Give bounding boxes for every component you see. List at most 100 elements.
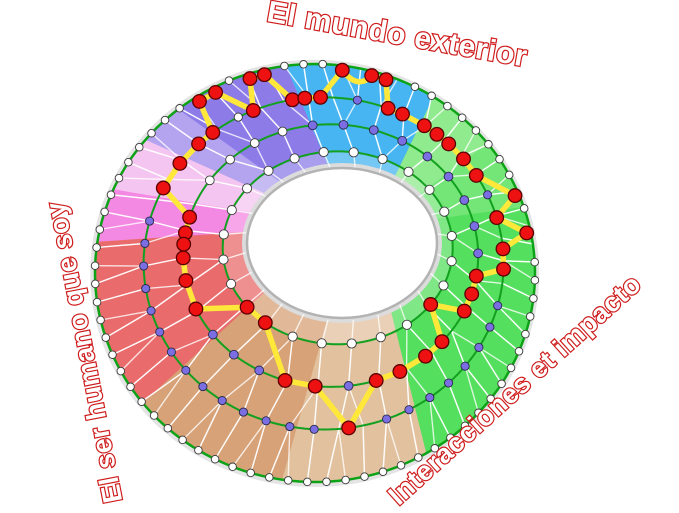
wheel-node[interactable] [289, 153, 300, 164]
wheel-node[interactable] [519, 204, 529, 213]
wheel-node[interactable] [254, 365, 265, 376]
wheel-node[interactable] [261, 416, 271, 426]
wheel-node[interactable] [430, 444, 440, 453]
selected-node[interactable] [155, 180, 171, 196]
wheel-node[interactable] [224, 76, 234, 85]
selected-node[interactable] [416, 118, 432, 134]
wheel-node[interactable] [163, 424, 173, 433]
selected-node[interactable] [208, 84, 224, 100]
wheel-node[interactable] [471, 126, 481, 135]
wheel-node[interactable] [226, 278, 237, 289]
selected-node[interactable] [172, 155, 188, 171]
wheel-node[interactable] [375, 332, 386, 343]
wheel-node[interactable] [530, 276, 540, 285]
selected-node[interactable] [441, 136, 457, 152]
selected-node[interactable] [519, 225, 535, 241]
wheel-node[interactable] [229, 349, 239, 360]
selected-node[interactable] [380, 100, 396, 116]
selected-node[interactable] [175, 250, 191, 266]
wheel-node[interactable] [92, 297, 102, 307]
selected-node[interactable] [277, 373, 293, 388]
wheel-node[interactable] [242, 183, 253, 194]
selected-node[interactable] [341, 420, 357, 436]
selected-node[interactable] [297, 90, 313, 106]
wheel-node[interactable] [486, 394, 495, 404]
wheel-node[interactable] [459, 195, 470, 205]
wheel-node[interactable] [90, 261, 100, 270]
selected-node[interactable] [395, 106, 410, 122]
wheel-node[interactable] [249, 138, 260, 148]
wheel-node[interactable] [439, 206, 450, 217]
wheel-node[interactable] [343, 381, 354, 391]
selected-node[interactable] [378, 72, 394, 88]
wheel-node[interactable] [114, 173, 124, 183]
wheel-node[interactable] [178, 435, 187, 445]
wheel-node[interactable] [175, 104, 184, 113]
wheel-node[interactable] [299, 60, 308, 69]
wheel-node[interactable] [474, 342, 484, 352]
wheel-node[interactable] [95, 225, 105, 234]
wheel-node[interactable] [414, 453, 423, 462]
wheel-node[interactable] [410, 82, 420, 92]
wheel-node[interactable] [422, 151, 433, 162]
wheel-node[interactable] [145, 216, 155, 226]
wheel-node[interactable] [460, 421, 470, 431]
selected-node[interactable] [284, 92, 300, 108]
wheel-node[interactable] [497, 379, 506, 389]
wheel-node[interactable] [228, 462, 237, 472]
wheel-node[interactable] [530, 257, 539, 267]
selected-node[interactable] [205, 125, 221, 140]
wheel-node[interactable] [96, 315, 105, 325]
wheel-node[interactable] [140, 238, 150, 248]
selected-node[interactable] [495, 241, 511, 257]
selected-node[interactable] [334, 62, 350, 78]
wheel-node[interactable] [108, 350, 117, 359]
selected-node[interactable] [468, 268, 484, 284]
wheel-node[interactable] [348, 147, 359, 158]
wheel-node[interactable] [322, 477, 331, 486]
wheel-node[interactable] [166, 347, 176, 357]
wheel-node[interactable] [225, 154, 235, 165]
wheel-node[interactable] [425, 393, 435, 403]
wheel-node[interactable] [396, 461, 406, 470]
selected-node[interactable] [256, 67, 272, 83]
wheel-node[interactable] [210, 454, 220, 464]
wheel-node[interactable] [346, 338, 357, 349]
wheel-node[interactable] [106, 190, 116, 199]
selected-node[interactable] [423, 297, 439, 312]
wheel-node[interactable] [352, 95, 362, 105]
wheel-node[interactable] [307, 120, 318, 131]
wheel-node[interactable] [473, 248, 483, 259]
selected-node[interactable] [418, 348, 433, 364]
wheel-node[interactable] [493, 301, 503, 311]
selected-node[interactable] [182, 209, 198, 225]
wheel-node[interactable] [360, 472, 369, 481]
wheel-node[interactable] [378, 467, 388, 477]
selected-node[interactable] [178, 273, 194, 289]
wheel-node[interactable] [504, 170, 514, 180]
wheel-node[interactable] [126, 382, 135, 392]
selected-node[interactable] [456, 151, 471, 167]
wheel-node[interactable] [218, 229, 229, 240]
wheel-node[interactable] [217, 396, 227, 406]
wheel-node[interactable] [101, 333, 111, 342]
selected-node[interactable] [191, 136, 207, 152]
wheel-node[interactable] [285, 422, 295, 432]
wheel-node[interactable] [316, 338, 327, 349]
wheel-node[interactable] [424, 184, 435, 195]
wheel-node[interactable] [204, 175, 215, 186]
wheel-node[interactable] [397, 135, 408, 146]
selected-node[interactable] [364, 68, 380, 84]
wheel-node[interactable] [401, 319, 412, 330]
wheel-node[interactable] [238, 407, 248, 417]
selected-node[interactable] [507, 188, 523, 204]
wheel-node[interactable] [485, 322, 495, 332]
selected-node[interactable] [496, 261, 511, 277]
wheel-node[interactable] [198, 382, 208, 392]
wheel-node[interactable] [469, 221, 480, 231]
wheel-node[interactable] [124, 157, 133, 167]
selected-node[interactable] [307, 378, 323, 394]
wheel-node[interactable] [438, 280, 449, 291]
wheel-node[interactable] [529, 294, 538, 303]
wheel-node[interactable] [403, 166, 414, 177]
